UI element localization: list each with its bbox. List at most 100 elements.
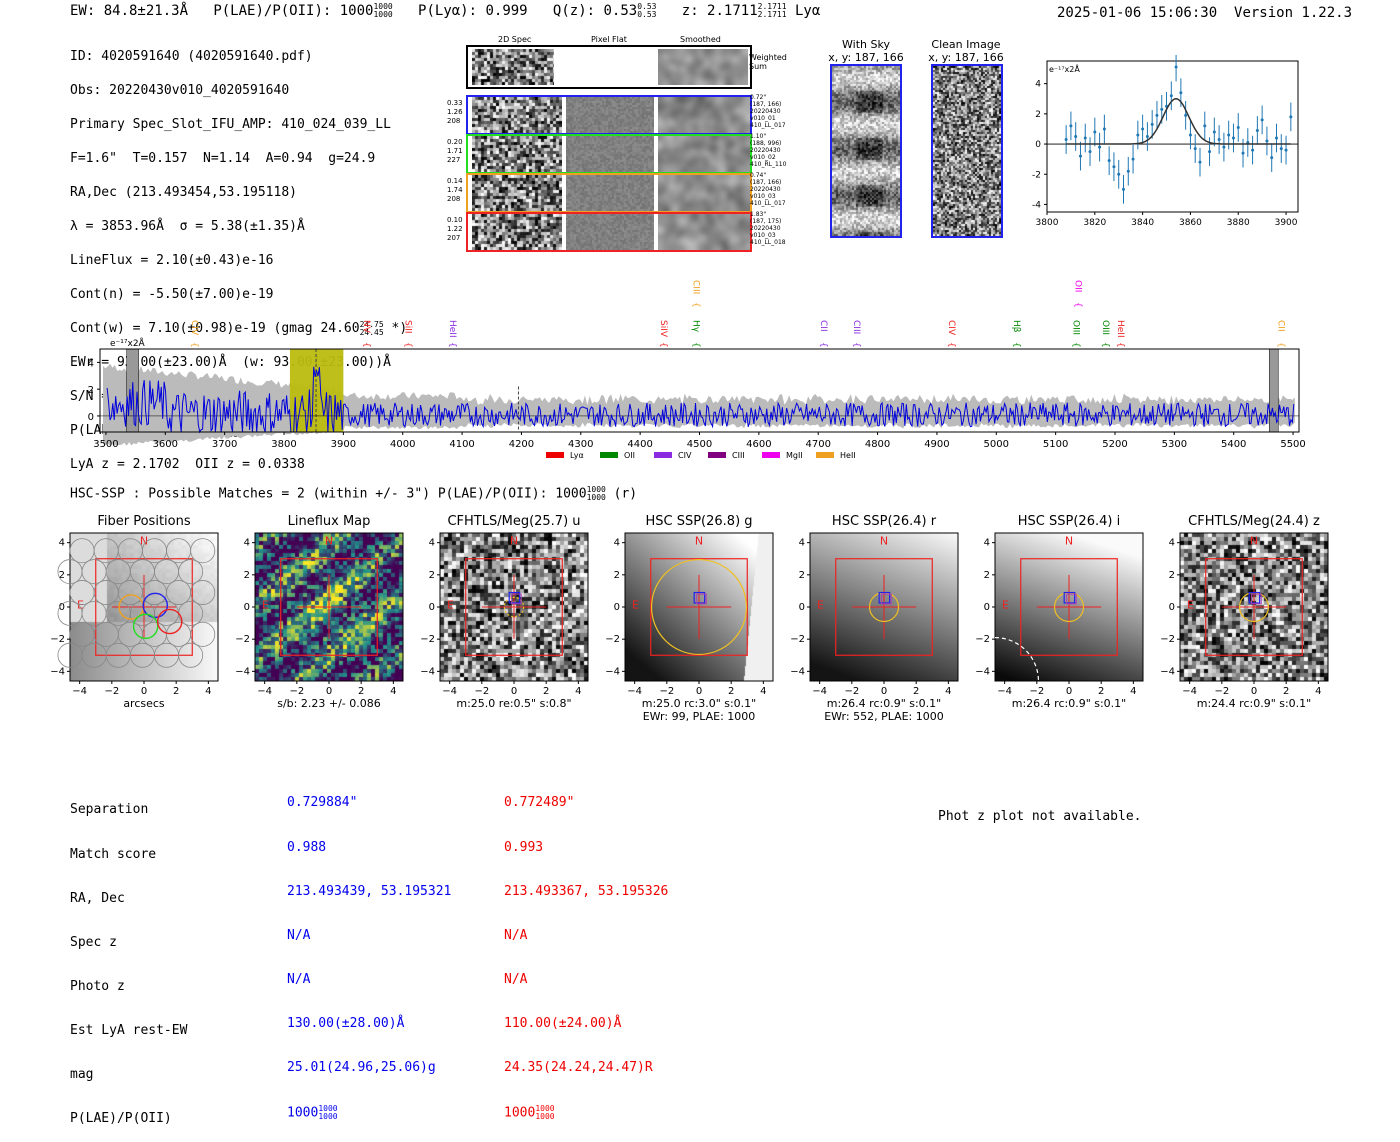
weighted-sum-label: Weighted Sum (749, 53, 787, 71)
stamp-xtick-label: −4 (442, 686, 457, 697)
zoom-data-point (1179, 91, 1183, 95)
match-2-plae-row: 10001000 1000 (504, 1105, 668, 1121)
match-box-purple (1251, 593, 1262, 605)
aperture-box (280, 558, 378, 656)
match-label: Est LyA rest-EW (70, 1022, 188, 1038)
cutout-stat: 1.74 (447, 186, 463, 194)
zoom-data-point (1141, 127, 1145, 131)
spectrum-xtick-label: 5200 (1102, 439, 1127, 450)
cutout-smoothed-image (658, 97, 750, 133)
legend-swatch (654, 452, 672, 458)
stamp-title: HSC SSP(26.8) g (645, 514, 753, 529)
legend-label: CIII (732, 451, 745, 460)
stamp-title: HSC SSP(26.4) i (1017, 514, 1121, 529)
legend-swatch (708, 452, 726, 458)
match-2-specz: N/A (504, 927, 528, 943)
stamp-caption-line-1: m:24.4 rc:0.9" s:0.1" (1196, 697, 1312, 710)
match-1-plae-lo: 1000 (318, 1112, 338, 1122)
east-marker: E (817, 599, 824, 612)
stamp-plot: −4 −4 −2 −2 0 0 2 2 4 4 N E (605, 532, 774, 697)
stamp-xtick-label: −2 (844, 686, 859, 697)
emission-line-bracket: { (1115, 342, 1125, 348)
emission-line-label: OIII (1100, 320, 1110, 335)
stamp-title: CFHTLS/Meg(24.4) z (1188, 514, 1320, 529)
zoom-data-point (1064, 138, 1068, 142)
north-marker: N (1065, 534, 1073, 547)
cutout-stat: 227 (447, 156, 461, 164)
stamp-ytick-label: 4 (614, 538, 620, 549)
spectrum-xtick-label: 3600 (153, 439, 178, 450)
stamp-ytick-label: 0 (59, 602, 65, 613)
cutout-2d-image (472, 136, 562, 172)
stamp-xtick-label: 2 (543, 686, 549, 697)
zoom-data-point (1174, 65, 1178, 69)
zoom-data-point (1160, 107, 1164, 111)
cutout-flat-image (566, 175, 654, 211)
legend-label: Lyα (570, 451, 584, 460)
match-1-plae: 1000 (287, 1105, 319, 1121)
stamp-ytick-label: −2 (1160, 634, 1175, 645)
emission-line-label: CII (818, 320, 828, 332)
stamp-ytick-label: −2 (790, 634, 805, 645)
cutout-info-line: 20220430 (750, 186, 781, 193)
emission-line-bracket: { (1070, 342, 1080, 348)
header-version: Version 1.22.3 (1234, 5, 1353, 21)
match-box-blue (878, 591, 891, 604)
emission-line-label: SiII (403, 320, 413, 334)
emission-line-label: SiIV (658, 320, 668, 338)
stamp-ytick-label: −4 (1160, 666, 1175, 677)
cutout-info-line: v010_03 (750, 193, 776, 200)
east-marker: E (1187, 599, 1194, 612)
north-marker: N (695, 534, 703, 547)
stamp-ytick-label: 2 (244, 570, 250, 581)
stamp-xtick-label: −4 (627, 686, 642, 697)
north-marker: N (880, 534, 888, 547)
match-label: P(LAE)/P(OII) (70, 1111, 172, 1127)
stamp-title: Lineflux Map (287, 514, 371, 529)
stamp-ytick-label: 0 (984, 602, 990, 613)
emission-line-label: Hγ (691, 320, 701, 333)
stamp-xtick-label: −2 (659, 686, 674, 697)
match-1-specz: N/A (287, 927, 311, 943)
header-qz-hi: 0.53 (637, 2, 657, 11)
stamp-xtick-label: −4 (1182, 686, 1197, 697)
cutout-2d-image (472, 175, 562, 211)
spectrum-flux-line (106, 366, 1295, 434)
spectrum-xtick-label: 5300 (1162, 439, 1187, 450)
stamp-xtick-label: 2 (173, 686, 179, 697)
cutout-info-line: 410_RL_110 (750, 161, 787, 168)
emission-line-bracket: { (851, 342, 861, 348)
spectrum-xtick-label: 3700 (212, 439, 237, 450)
zoom-data-point (1184, 113, 1188, 117)
match-label: Match score (70, 846, 157, 862)
weighted-2d-image (472, 49, 554, 85)
zoom-xtick-label: 3800 (1036, 218, 1059, 228)
header-summary: EW: 84.8±21.3Å P(LAE)/P(OII): 10001000 10… (70, 2, 820, 20)
clean-image-title: Clean Image (931, 38, 1001, 51)
header-plae-hi: 1000 (373, 2, 393, 11)
stamp-xtick-label: 4 (760, 686, 766, 697)
cutout-info-line: 410_LL_018 (750, 239, 786, 246)
with-sky-image-frame (830, 64, 902, 238)
emission-line-label: OII (1072, 280, 1082, 292)
zoom-gaussian-fit (1066, 98, 1291, 145)
emission-line-bracket: { (658, 342, 668, 348)
cutout-info-line: 1.10" (750, 133, 767, 140)
emission-line-label: CIV (189, 320, 199, 336)
fiber-highlight-red (156, 608, 183, 635)
emission-line-label: OIII (1070, 320, 1080, 335)
zoom-data-point (1217, 138, 1221, 142)
header-z: z: 2.1711 (681, 3, 758, 19)
stamp-xtick-label: 0 (326, 686, 332, 697)
match-box-purple (696, 593, 707, 605)
legend-swatch (546, 452, 564, 458)
match-label: Photo z (70, 978, 125, 994)
spectrum-xtick-label: 4900 (924, 439, 949, 450)
legend-swatch (762, 452, 780, 458)
match-box-blue (693, 591, 706, 604)
zoom-data-point (1284, 148, 1288, 152)
zoom-data-point (1188, 133, 1192, 137)
cutout-row-frame (466, 212, 752, 252)
cutout-stat: 208 (447, 195, 461, 203)
match-label: mag (70, 1067, 94, 1083)
